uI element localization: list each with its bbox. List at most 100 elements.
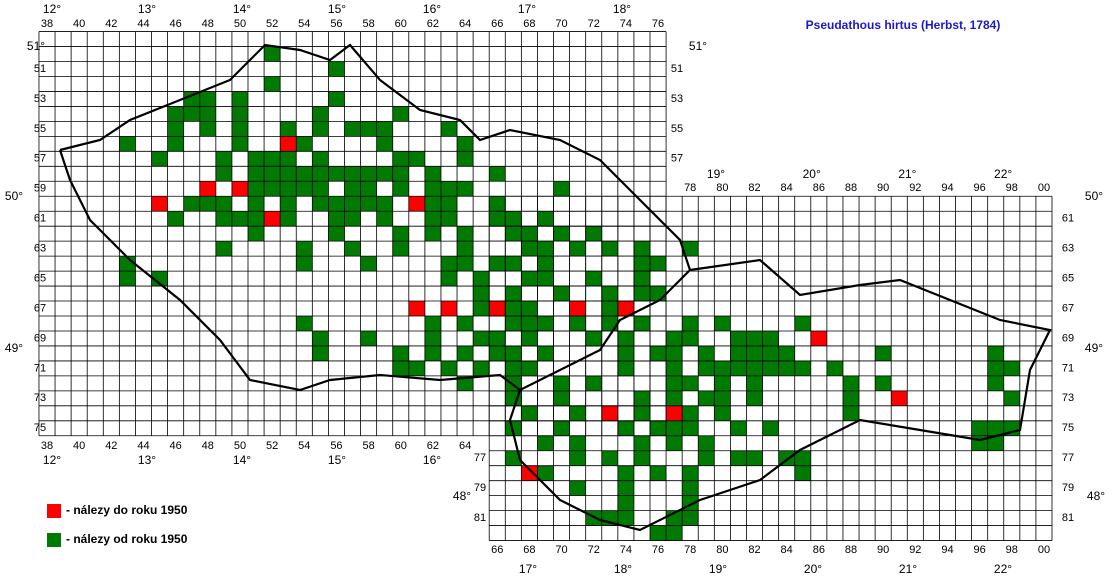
- record-since-1950: [537, 465, 554, 481]
- grid-label: 40: [73, 440, 85, 452]
- grid-label: 96: [974, 182, 986, 194]
- grid-label: 96: [974, 544, 986, 556]
- record-since-1950: [505, 450, 522, 466]
- record-since-1950: [376, 211, 393, 227]
- record-since-1950: [698, 390, 715, 406]
- grid-label: 13°: [138, 2, 156, 16]
- record-since-1950: [248, 181, 265, 197]
- grid-label: 22°: [994, 167, 1012, 181]
- record-since-1950: [714, 360, 731, 376]
- record-since-1950: [489, 166, 506, 182]
- grid-label: 79: [474, 482, 486, 494]
- grid-label: 78: [684, 544, 696, 556]
- record-since-1950: [215, 241, 232, 257]
- grid-label: 50: [234, 18, 246, 30]
- record-since-1950: [617, 495, 634, 511]
- record-since-1950: [248, 151, 265, 167]
- record-since-1950: [264, 76, 281, 92]
- record-since-1950: [746, 375, 763, 391]
- record-since-1950: [537, 241, 554, 257]
- grid-label: 22°: [994, 562, 1012, 576]
- grid-label: 58: [362, 18, 374, 30]
- grid-label: 20°: [804, 562, 822, 576]
- grid-label: 44: [137, 18, 149, 30]
- record-since-1950: [537, 211, 554, 227]
- grid-label: 67: [1062, 302, 1074, 314]
- record-since-1950: [521, 360, 538, 376]
- record-since-1950: [280, 166, 297, 182]
- record-since-1950: [633, 286, 650, 302]
- record-since-1950: [633, 405, 650, 421]
- record-since-1950: [666, 435, 683, 451]
- record-since-1950: [650, 286, 667, 302]
- record-since-1950: [1003, 360, 1020, 376]
- record-cells: [119, 46, 1020, 541]
- record-since-1950: [376, 136, 393, 152]
- record-since-1950: [183, 106, 200, 122]
- record-since-1950: [280, 211, 297, 227]
- grid-label: 15°: [328, 453, 346, 467]
- grid-label: 80: [716, 182, 728, 194]
- grid-label: 50°: [1085, 189, 1103, 203]
- grid-label: 61: [1062, 213, 1074, 225]
- record-since-1950: [585, 375, 602, 391]
- grid-label: 79: [1062, 482, 1074, 494]
- record-before-1950: [569, 301, 586, 317]
- record-since-1950: [505, 226, 522, 242]
- record-since-1950: [264, 181, 281, 197]
- record-since-1950: [730, 420, 747, 436]
- record-since-1950: [730, 360, 747, 376]
- grid-label: 67: [34, 302, 46, 314]
- grid-label: 65: [34, 272, 46, 284]
- record-since-1950: [215, 151, 232, 167]
- record-since-1950: [553, 420, 570, 436]
- record-since-1950: [617, 420, 634, 436]
- record-since-1950: [199, 121, 216, 137]
- record-since-1950: [746, 450, 763, 466]
- grid-label: 70: [555, 544, 567, 556]
- record-since-1950: [424, 330, 441, 346]
- grid-label: 76: [652, 18, 664, 30]
- record-since-1950: [376, 121, 393, 137]
- record-since-1950: [312, 166, 329, 182]
- record-since-1950: [328, 226, 345, 242]
- grid-label: 48°: [453, 489, 471, 503]
- grid-label: 19°: [707, 167, 725, 181]
- record-since-1950: [617, 345, 634, 361]
- grid-label: 17°: [519, 562, 537, 576]
- record-since-1950: [666, 525, 683, 541]
- record-since-1950: [698, 360, 715, 376]
- record-since-1950: [778, 345, 795, 361]
- grid-label: 64: [459, 440, 471, 452]
- record-since-1950: [537, 345, 554, 361]
- grid-label: 68: [523, 544, 535, 556]
- record-since-1950: [601, 301, 618, 317]
- record-since-1950: [457, 151, 474, 167]
- record-since-1950: [392, 345, 409, 361]
- borders: [58, 43, 1052, 532]
- grid-label: 62: [427, 440, 439, 452]
- record-since-1950: [392, 166, 409, 182]
- record-since-1950: [569, 241, 586, 257]
- legend-label: - nálezy od roku 1950: [66, 532, 188, 546]
- record-since-1950: [778, 360, 795, 376]
- record-since-1950: [473, 301, 490, 317]
- grid-label: 14°: [233, 2, 251, 16]
- record-since-1950: [682, 375, 699, 391]
- record-before-1950: [280, 136, 297, 152]
- grid-label: 15°: [328, 2, 346, 16]
- record-since-1950: [248, 196, 265, 212]
- record-since-1950: [569, 316, 586, 331]
- grid-label: 86: [813, 182, 825, 194]
- grid-label: 55: [671, 123, 683, 135]
- record-since-1950: [730, 345, 747, 361]
- record-since-1950: [408, 360, 425, 376]
- record-since-1950: [424, 226, 441, 242]
- record-since-1950: [553, 226, 570, 242]
- grid-label: 18°: [613, 2, 631, 16]
- grid-label: 82: [748, 544, 760, 556]
- record-since-1950: [473, 271, 490, 287]
- grid-label: 48: [202, 18, 214, 30]
- record-since-1950: [794, 450, 811, 466]
- grid-label: 98: [1006, 544, 1018, 556]
